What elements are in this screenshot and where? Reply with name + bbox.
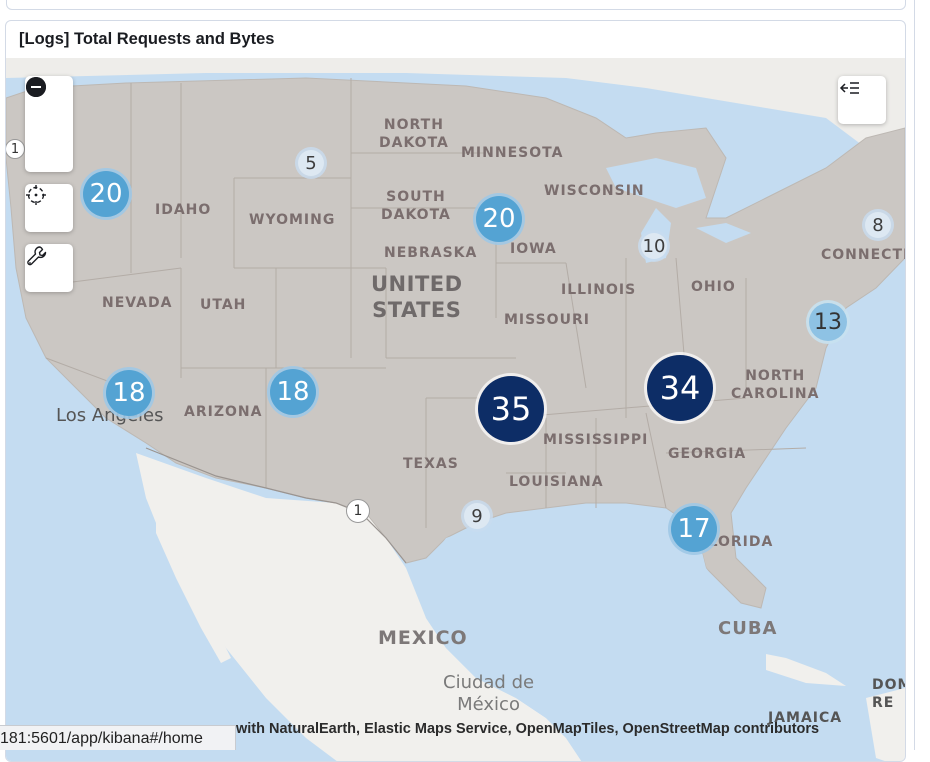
label-north-carolina: NORTH CAROLINA [731, 368, 820, 402]
label-north-dakota: NORTH DAKOTA [379, 117, 449, 151]
label-dominican: DOM RE [872, 677, 905, 711]
zoom-controls [25, 76, 73, 172]
label-louisiana: LOUISIANA [509, 474, 604, 490]
label-jamaica: JAMAICA [768, 710, 843, 726]
label-wyoming: WYOMING [249, 212, 336, 228]
cluster-marker[interactable]: 20 [476, 196, 522, 242]
label-los-angeles: Los Angeles [56, 405, 164, 426]
cluster-marker[interactable]: 35 [478, 376, 544, 442]
cluster-marker[interactable]: 10 [641, 233, 667, 259]
label-cuba: CUBA [718, 618, 778, 639]
cluster-marker[interactable]: 17 [671, 506, 717, 552]
label-iowa: IOWA [510, 241, 557, 257]
label-florida: FLORIDA [698, 534, 774, 550]
layer-list-collapse-icon [839, 82, 859, 94]
label-mexico: MEXICO [378, 627, 468, 649]
wrench-icon [27, 246, 47, 266]
label-idaho: IDAHO [155, 202, 212, 218]
previous-panel-edge [6, 0, 906, 10]
label-mississippi: MISSISSIPPI [543, 432, 649, 448]
label-mexico-city: Ciudad de México [443, 672, 535, 715]
map-attribution: with NaturalEarth, Elastic Maps Service,… [236, 721, 820, 737]
cluster-marker[interactable]: 5 [298, 150, 324, 176]
cluster-marker[interactable]: 20 [83, 171, 129, 217]
cluster-marker[interactable]: 34 [647, 355, 713, 421]
cluster-marker[interactable]: 18 [270, 369, 316, 415]
basemap [6, 58, 905, 761]
label-nevada: NEVADA [102, 295, 173, 311]
cluster-marker[interactable]: 18 [106, 370, 152, 416]
cluster-marker[interactable]: 13 [809, 303, 847, 341]
map-panel: [Logs] Total Requests and Bytes [5, 20, 906, 762]
fit-to-data-button[interactable] [25, 184, 73, 232]
label-nebraska: NEBRASKA [384, 245, 478, 261]
cluster-marker[interactable]: 8 [865, 212, 891, 238]
layer-control-toggle[interactable] [838, 76, 886, 124]
label-united-states: UNITED STATES [371, 272, 463, 322]
label-georgia: GEORGIA [668, 446, 747, 462]
label-connecticut: CONNECTI [821, 247, 905, 263]
cluster-marker[interactable]: 1 [6, 139, 25, 159]
scrollbar-track [914, 0, 915, 750]
crosshair-icon [26, 185, 46, 205]
label-minnesota: MINNESOTA [461, 145, 564, 161]
label-texas: TEXAS [403, 456, 459, 472]
cluster-marker[interactable]: 9 [464, 503, 490, 529]
map-canvas[interactable]: NORTH DAKOTA SOUTH DAKOTA MINNESOTA WISC… [6, 58, 905, 761]
label-missouri: MISSOURI [504, 312, 590, 328]
label-wisconsin: WISCONSIN [544, 183, 645, 199]
label-arizona: ARIZONA [184, 404, 263, 420]
zoom-out-icon [26, 77, 46, 97]
panel-title: [Logs] Total Requests and Bytes [19, 30, 275, 48]
browser-status-url: 181:5601/app/kibana#/home [0, 725, 236, 750]
cluster-marker[interactable]: 1 [346, 499, 370, 523]
label-south-dakota: SOUTH DAKOTA [381, 189, 451, 223]
tools-button[interactable] [25, 244, 73, 292]
label-illinois: ILLINOIS [561, 282, 637, 298]
label-utah: UTAH [200, 297, 247, 313]
zoom-out-button[interactable] [25, 77, 73, 172]
label-ohio: OHIO [691, 279, 736, 295]
